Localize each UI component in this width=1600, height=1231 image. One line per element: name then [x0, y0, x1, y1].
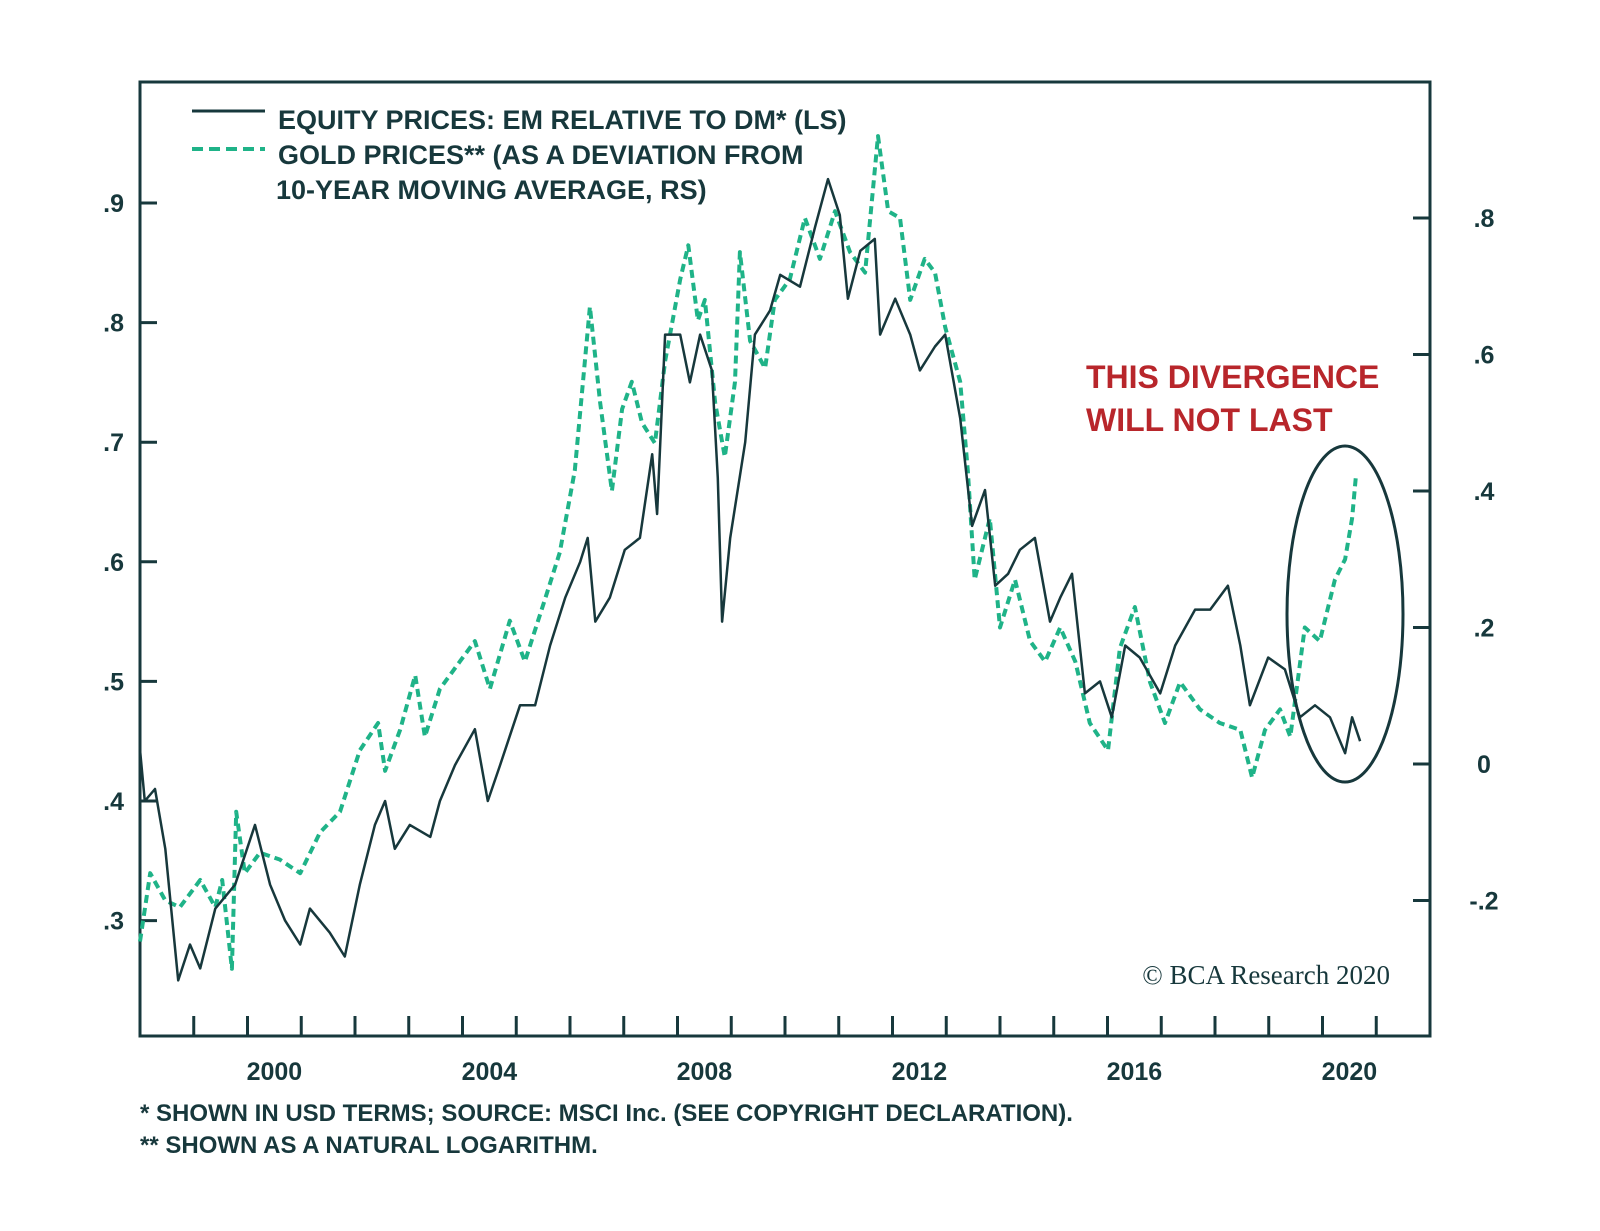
y-right-tick-label: -.2 — [1469, 888, 1498, 916]
y-left-tick-label: .4 — [103, 788, 124, 816]
y-right-tick-label: 0 — [1477, 751, 1491, 779]
series-line-equity — [138, 177, 1362, 982]
y-right-tick-label: .2 — [1474, 615, 1495, 643]
y-left-tick-label: .8 — [103, 310, 124, 338]
copyright: © BCA Research 2020 — [1142, 960, 1390, 990]
y-left-tick-label: .7 — [103, 429, 124, 457]
legend-entry-gold: GOLD PRICES** (AS A DEVIATION FROM — [278, 140, 804, 170]
x-tick-label: 2004 — [462, 1058, 518, 1086]
y-left-tick-label: .3 — [103, 908, 124, 936]
x-tick-label: 2016 — [1107, 1058, 1163, 1086]
y-right-tick-label: .4 — [1474, 478, 1495, 506]
x-tick-label: 2008 — [677, 1058, 733, 1086]
y-left-tick-label: .6 — [103, 549, 124, 577]
x-tick-label: 2012 — [892, 1058, 948, 1086]
plot-frame — [138, 80, 1432, 1038]
x-tick-label: 2000 — [247, 1058, 303, 1086]
annotation-line-2: WILL NOT LAST — [1086, 402, 1333, 438]
footnote-2: ** SHOWN AS A NATURAL LOGARITHM. — [140, 1132, 598, 1159]
x-tick-label: 2020 — [1322, 1058, 1378, 1086]
divergence-ellipse — [1285, 444, 1405, 784]
annotation-line-1: THIS DIVERGENCE — [1086, 359, 1379, 395]
legend-entry-gold-cont: 10-YEAR MOVING AVERAGE, RS) — [276, 175, 707, 205]
legend-entry-equity: EQUITY PRICES: EM RELATIVE TO DM* (LS) — [278, 105, 847, 135]
y-left-tick-label: .5 — [103, 668, 124, 696]
y-left-tick-label: .9 — [103, 190, 124, 218]
y-right-tick-label: .6 — [1474, 342, 1495, 370]
y-right-tick-label: .8 — [1474, 205, 1495, 233]
series-line-gold — [138, 134, 1358, 971]
footnote-1: * SHOWN IN USD TERMS; SOURCE: MSCI Inc. … — [140, 1100, 1073, 1127]
